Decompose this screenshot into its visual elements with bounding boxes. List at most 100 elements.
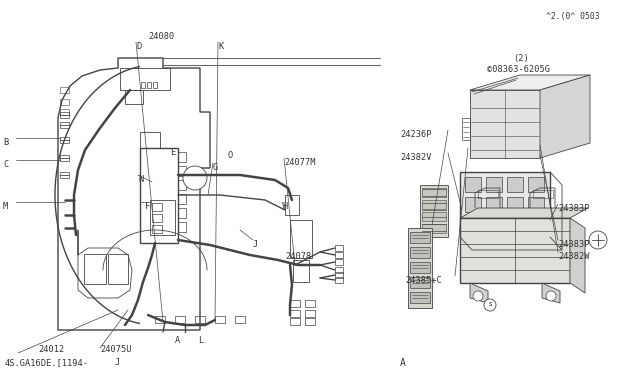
Text: G: G	[213, 163, 218, 172]
Polygon shape	[470, 283, 488, 303]
Text: 24382V: 24382V	[400, 153, 431, 162]
Bar	[507, 197, 523, 212]
Text: S: S	[488, 302, 492, 308]
Text: 24075U: 24075U	[100, 345, 131, 354]
Bar	[60, 155, 69, 161]
Polygon shape	[460, 208, 588, 218]
Text: 24383P: 24383P	[558, 240, 589, 249]
Bar	[178, 194, 186, 204]
Bar	[478, 190, 498, 198]
Bar	[335, 259, 343, 265]
Bar	[152, 214, 162, 222]
Text: J: J	[253, 240, 259, 249]
Text: H: H	[282, 202, 287, 211]
Text: F: F	[145, 202, 150, 211]
Circle shape	[484, 299, 496, 311]
Text: 24385+C: 24385+C	[405, 276, 442, 285]
Bar	[60, 112, 69, 118]
Bar	[465, 197, 481, 212]
Text: (2): (2)	[513, 54, 529, 63]
Bar	[60, 122, 69, 128]
Bar	[152, 225, 162, 233]
Text: 4S.GA16DE.[1194-: 4S.GA16DE.[1194-	[5, 358, 89, 367]
Circle shape	[473, 291, 483, 301]
Bar	[84, 254, 106, 284]
Bar	[410, 277, 430, 288]
Polygon shape	[470, 90, 540, 158]
Text: ^2.(0^ 0503: ^2.(0^ 0503	[546, 12, 600, 21]
Bar	[533, 190, 553, 198]
Bar	[235, 316, 245, 323]
Bar	[486, 217, 502, 232]
Polygon shape	[570, 218, 585, 293]
Circle shape	[589, 231, 607, 249]
Bar	[60, 172, 69, 178]
Bar	[290, 318, 300, 325]
Bar	[305, 300, 315, 307]
Bar	[125, 90, 143, 104]
Text: O: O	[227, 151, 232, 160]
Bar	[60, 109, 69, 115]
Bar	[60, 99, 69, 105]
Bar	[141, 82, 145, 88]
Bar	[178, 180, 186, 190]
Bar	[60, 137, 69, 143]
Bar	[140, 148, 178, 243]
Text: E: E	[170, 148, 175, 157]
Bar	[507, 177, 523, 192]
Bar	[60, 87, 69, 93]
Bar	[335, 252, 343, 258]
Bar	[408, 228, 432, 308]
Text: 24383P: 24383P	[558, 204, 589, 213]
Bar	[486, 197, 502, 212]
Bar	[285, 195, 299, 215]
Bar	[150, 200, 175, 235]
Polygon shape	[542, 283, 560, 303]
Bar	[178, 166, 186, 176]
Text: A: A	[175, 336, 180, 345]
Bar	[175, 316, 185, 323]
Text: N: N	[138, 175, 143, 184]
Bar	[422, 200, 446, 209]
Bar	[293, 260, 309, 282]
Bar	[120, 68, 170, 90]
Bar	[152, 203, 162, 211]
Bar	[410, 292, 430, 303]
Bar	[528, 197, 544, 212]
Text: B: B	[3, 138, 8, 147]
Text: 24077M: 24077M	[284, 158, 316, 167]
Bar	[410, 262, 430, 273]
Bar	[422, 188, 446, 197]
Bar	[462, 118, 470, 140]
Bar	[178, 152, 186, 162]
Bar	[335, 272, 343, 278]
Bar	[147, 82, 151, 88]
Polygon shape	[470, 75, 590, 90]
Bar	[153, 82, 157, 88]
Bar	[507, 217, 523, 232]
Circle shape	[546, 291, 556, 301]
Bar	[420, 185, 448, 237]
Bar	[305, 310, 315, 317]
Circle shape	[183, 166, 207, 190]
Text: C: C	[3, 160, 8, 169]
Text: 24080: 24080	[148, 32, 174, 41]
Bar	[410, 247, 430, 258]
Bar	[335, 267, 343, 273]
Polygon shape	[540, 75, 590, 158]
Bar	[305, 318, 315, 325]
Text: 24382W: 24382W	[558, 252, 589, 261]
Polygon shape	[460, 218, 570, 283]
Bar	[335, 277, 343, 283]
Bar	[465, 217, 481, 232]
Bar	[215, 316, 225, 323]
Bar	[335, 245, 343, 251]
Bar	[486, 177, 502, 192]
Text: J: J	[115, 358, 120, 367]
Text: 24078: 24078	[285, 252, 311, 261]
Text: 24012: 24012	[38, 345, 64, 354]
Bar	[290, 220, 312, 258]
Bar	[108, 254, 128, 284]
Bar	[290, 310, 300, 317]
Bar	[528, 217, 544, 232]
